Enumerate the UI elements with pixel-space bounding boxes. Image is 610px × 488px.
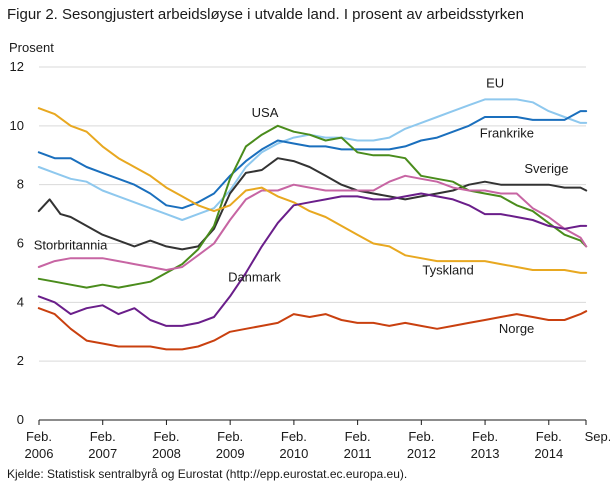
x-tick-label: Feb. bbox=[408, 429, 434, 444]
series-label-danmark: Danmark bbox=[228, 270, 281, 285]
series-line-tyskland bbox=[37, 107, 588, 274]
x-tick-label: Feb. bbox=[90, 429, 116, 444]
x-tick-label: 2014 bbox=[534, 446, 563, 461]
x-tick-label: 2008 bbox=[152, 446, 181, 461]
series-line-sverige bbox=[37, 157, 588, 251]
series-label-sverige: Sverige bbox=[524, 161, 568, 176]
series-label-eu: EU bbox=[486, 76, 504, 91]
x-tick-label: 2009 bbox=[216, 446, 245, 461]
series-label-norge: Norge bbox=[499, 321, 534, 336]
series-line-danmark bbox=[37, 192, 588, 327]
x-tick-label: 2011 bbox=[344, 446, 372, 461]
series-line-storbritannia bbox=[37, 174, 588, 271]
y-tick-label: 0 bbox=[17, 412, 24, 427]
series-label-frankrike: Frankrike bbox=[480, 126, 534, 141]
x-tick-label: Feb. bbox=[281, 429, 307, 444]
series-line-eu bbox=[37, 98, 588, 221]
y-tick-label: 2 bbox=[17, 353, 24, 368]
x-tick-label: Feb. bbox=[26, 429, 52, 444]
y-tick-label: 8 bbox=[17, 177, 24, 192]
y-tick-label: 4 bbox=[17, 294, 24, 309]
series-label-usa: USA bbox=[252, 105, 279, 120]
x-tick-label: Sep. bbox=[585, 429, 610, 444]
series-line-norge bbox=[37, 307, 588, 351]
x-tick-label: Feb. bbox=[153, 429, 179, 444]
x-tick-label: 2006 bbox=[25, 446, 54, 461]
series-label-storbritannia: Storbritannia bbox=[34, 237, 108, 252]
series-line-usa bbox=[37, 124, 588, 289]
x-tick-label: 2013 bbox=[471, 446, 500, 461]
series-line-frankrike bbox=[37, 110, 588, 210]
y-tick-label: 10 bbox=[10, 118, 24, 133]
x-tick-label: Feb. bbox=[217, 429, 243, 444]
x-tick-label: 2012 bbox=[407, 446, 436, 461]
source-note: Kjelde: Statistisk sentralbyrå og Eurost… bbox=[7, 467, 408, 481]
y-tick-label: 12 bbox=[10, 59, 24, 74]
x-tick-label: 2010 bbox=[279, 446, 308, 461]
x-tick-label: Feb. bbox=[472, 429, 498, 444]
x-tick-label: Feb. bbox=[536, 429, 562, 444]
chart-title: Figur 2. Sesongjustert arbeidsløyse i ut… bbox=[7, 6, 524, 23]
x-tick-label: Feb. bbox=[345, 429, 371, 444]
y-axis-label: Prosent bbox=[9, 40, 54, 55]
y-tick-label: 6 bbox=[17, 236, 24, 251]
x-tick-label: 2007 bbox=[88, 446, 117, 461]
series-label-tyskland: Tyskland bbox=[422, 262, 473, 277]
